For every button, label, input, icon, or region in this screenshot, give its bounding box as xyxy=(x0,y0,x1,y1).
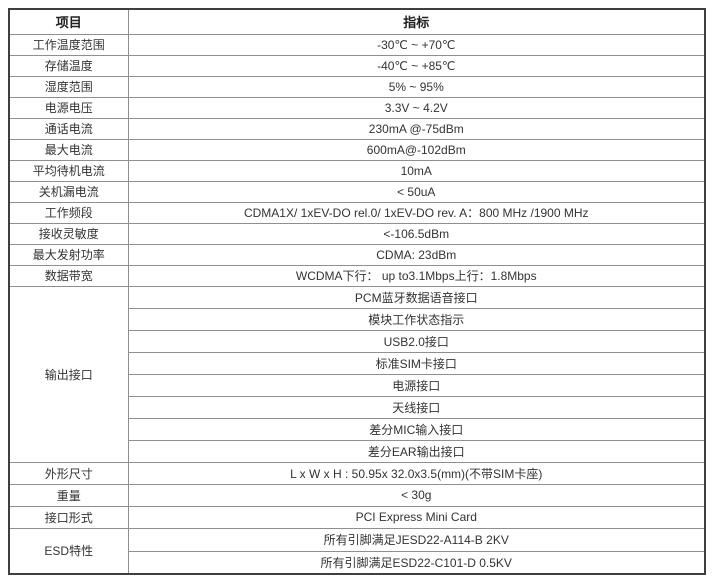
spec-value-cell: CDMA1X/ 1xEV-DO rel.0/ 1xEV-DO rev. A：80… xyxy=(127,201,706,224)
spec-row-esd: 所有引脚满足ESD22-C101-D 0.5KV xyxy=(9,550,706,575)
spec-row: 接收灵敏度 <-106.5dBm xyxy=(8,222,706,245)
spec-row: 重量 < 30g xyxy=(8,483,706,507)
spec-item-cell: 湿度范围 xyxy=(8,75,129,98)
spec-value-cell: -40℃ ~ +85℃ xyxy=(127,54,706,77)
spec-item-cell: 接收灵敏度 xyxy=(8,222,129,245)
spec-value-cell: 所有引脚满足JESD22-A114-B 2KV xyxy=(127,527,706,552)
spec-item-cell: 外形尺寸 xyxy=(8,461,129,485)
table-header-row: 项目 指标 xyxy=(8,8,706,35)
spec-value-cell: < 50uA xyxy=(127,180,706,203)
spec-item-cell: 关机漏电流 xyxy=(8,180,129,203)
spec-item-cell: 通话电流 xyxy=(8,117,129,140)
spec-row: 湿度范围 5% ~ 95% xyxy=(8,75,706,98)
spec-value-cell: 天线接口 xyxy=(127,395,706,419)
spec-row: 外形尺寸 L x W x H : 50.95x 32.0x3.5(mm)(不带S… xyxy=(8,461,706,485)
spec-row: 数据带宽 WCDMA下行： up to3.1Mbps上行：1.8Mbps xyxy=(8,264,706,287)
spec-row: 工作温度范围 -30℃ ~ +70℃ xyxy=(8,33,706,56)
spec-row: 工作频段 CDMA1X/ 1xEV-DO rel.0/ 1xEV-DO rev.… xyxy=(8,201,706,224)
spec-row: 存储温度 -40℃ ~ +85℃ xyxy=(8,54,706,77)
spec-row: 最大发射功率 CDMA: 23dBm xyxy=(8,243,706,266)
spec-row-esd: ESD特性 所有引脚满足JESD22-A114-B 2KV xyxy=(8,527,706,575)
spec-value-cell: USB2.0接口 xyxy=(127,329,706,353)
spec-value-cell: 电源接口 xyxy=(127,373,706,397)
header-value-cell: 指标 xyxy=(127,8,706,35)
spec-value-cell: 230mA @-75dBm xyxy=(127,117,706,140)
spec-item-cell: 平均待机电流 xyxy=(8,159,129,182)
spec-item-cell-merged: ESD特性 xyxy=(8,527,129,575)
spec-table: 项目 指标 工作温度范围 -30℃ ~ +70℃ 存储温度 -40℃ ~ +85… xyxy=(8,8,706,575)
spec-value-cell: 差分MIC输入接口 xyxy=(127,417,706,441)
spec-value-cell: <-106.5dBm xyxy=(127,222,706,245)
spec-value-cell: WCDMA下行： up to3.1Mbps上行：1.8Mbps xyxy=(127,264,706,287)
spec-item-cell: 电源电压 xyxy=(8,96,129,119)
spec-row: 关机漏电流 < 50uA xyxy=(8,180,706,203)
spec-value-cell: 所有引脚满足ESD22-C101-D 0.5KV xyxy=(127,550,706,575)
spec-value-cell: 5% ~ 95% xyxy=(127,75,706,98)
spec-row: 电源电压 3.3V ~ 4.2V xyxy=(8,96,706,119)
spec-item-cell: 最大发射功率 xyxy=(8,243,129,266)
spec-item-cell-merged: 输出接口 xyxy=(8,285,129,463)
spec-row-output-interface: 天线接口 xyxy=(9,395,706,419)
spec-value-cell: 3.3V ~ 4.2V xyxy=(127,96,706,119)
spec-value-cell: 600mA@-102dBm xyxy=(127,138,706,161)
spec-value-cell: PCM蓝牙数据语音接口 xyxy=(127,285,706,309)
spec-item-cell: 重量 xyxy=(8,483,129,507)
spec-value-cell: 10mA xyxy=(127,159,706,182)
spec-value-cell: 差分EAR输出接口 xyxy=(127,439,706,463)
spec-row-output-interface: 输出接口 PCM蓝牙数据语音接口 xyxy=(8,285,706,463)
spec-row: 通话电流 230mA @-75dBm xyxy=(8,117,706,140)
spec-item-cell: 存储温度 xyxy=(8,54,129,77)
spec-item-cell: 数据带宽 xyxy=(8,264,129,287)
spec-row: 接口形式 PCI Express Mini Card xyxy=(8,505,706,529)
spec-row: 最大电流 600mA@-102dBm xyxy=(8,138,706,161)
spec-value-cell: PCI Express Mini Card xyxy=(127,505,706,529)
spec-item-cell: 工作频段 xyxy=(8,201,129,224)
spec-value-cell: L x W x H : 50.95x 32.0x3.5(mm)(不带SIM卡座) xyxy=(127,461,706,485)
spec-value-cell: 标准SIM卡接口 xyxy=(127,351,706,375)
spec-value-cell: CDMA: 23dBm xyxy=(127,243,706,266)
spec-row: 平均待机电流 10mA xyxy=(8,159,706,182)
header-item-cell: 项目 xyxy=(8,8,129,35)
spec-item-cell: 接口形式 xyxy=(8,505,129,529)
spec-item-cell: 工作温度范围 xyxy=(8,33,129,56)
spec-value-cell: 模块工作状态指示 xyxy=(127,307,706,331)
spec-item-cell: 最大电流 xyxy=(8,138,129,161)
spec-value-cell: -30℃ ~ +70℃ xyxy=(127,33,706,56)
spec-value-cell: < 30g xyxy=(127,483,706,507)
